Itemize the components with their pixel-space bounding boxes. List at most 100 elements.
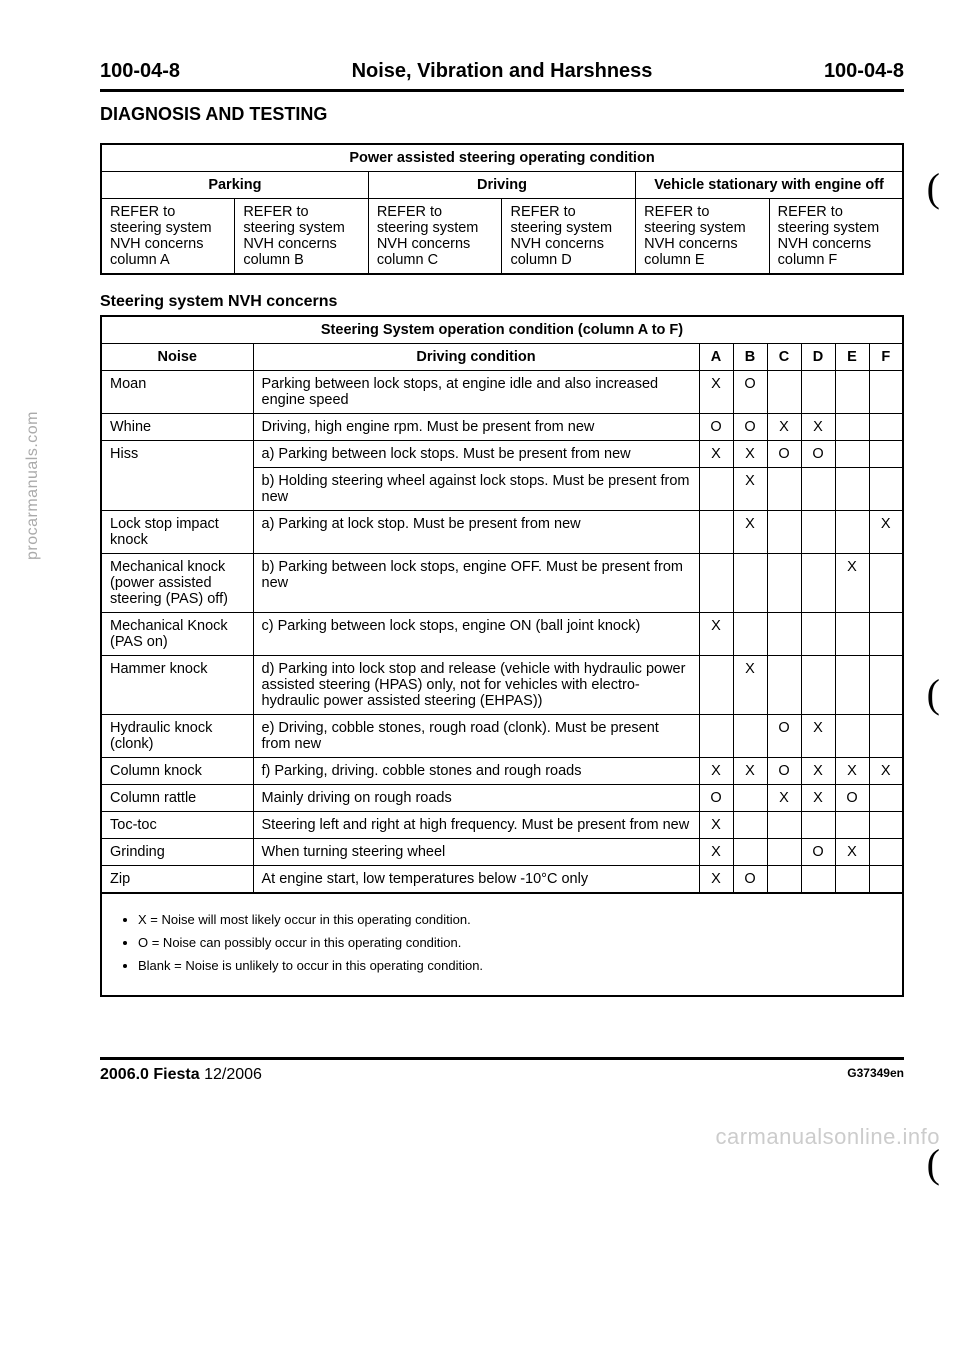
table2-col-c: C [767,344,801,371]
header-id-right: 100-04-8 [824,60,904,83]
table2-noise-cell: Hammer knock [101,656,253,715]
table2-mark-cell [835,511,869,554]
table2-mark-cell [835,866,869,894]
table2-cond-cell: f) Parking, driving. cobble stones and r… [253,758,699,785]
table2-cond-cell: b) Parking between lock stops, engine OF… [253,554,699,613]
table2-mark-cell [869,656,903,715]
table2-mark-cell [869,812,903,839]
table2-mark-cell [801,613,835,656]
table-row: Mechanical knock (power assisted steerin… [101,554,903,613]
table2-mark-cell [767,812,801,839]
table2-mark-cell [699,715,733,758]
table2-mark-cell [801,371,835,414]
table2-mark-cell: X [733,758,767,785]
table-row: ZipAt engine start, low temperatures bel… [101,866,903,894]
table2-col-d: D [801,344,835,371]
table-row: Hammer knockd) Parking into lock stop an… [101,656,903,715]
table2-noise-cell: Mechanical knock (power assisted steerin… [101,554,253,613]
table2-mark-cell: X [699,812,733,839]
table2-legend: X = Noise will most likely occur in this… [100,894,904,997]
table2-mark-cell [767,613,801,656]
table2-mark-cell: X [699,441,733,468]
table-row: Mechanical Knock (PAS on)c) Parking betw… [101,613,903,656]
table2-mark-cell: O [699,414,733,441]
table2-mark-cell [801,554,835,613]
section-title: DIAGNOSIS AND TESTING [100,104,904,125]
table2-col-noise: Noise [101,344,253,371]
table2-mark-cell: X [767,785,801,812]
table2-mark-cell [835,812,869,839]
footer-left-bold: 2006.0 Fiesta [100,1066,200,1083]
table2-mark-cell [767,511,801,554]
table2-mark-cell: X [835,758,869,785]
table2-cond-cell: Steering left and right at high frequenc… [253,812,699,839]
table2-mark-cell: X [733,441,767,468]
table2-mark-cell [869,613,903,656]
table2-mark-cell [733,554,767,613]
table-row: GrindingWhen turning steering wheelXOX [101,839,903,866]
table2-mark-cell [835,468,869,511]
table2-mark-cell [835,715,869,758]
table2-mark-cell: X [801,414,835,441]
paren-mark-icon: ( [927,670,940,717]
table2-cond-cell: e) Driving, cobble stones, rough road (c… [253,715,699,758]
table2-mark-cell [733,715,767,758]
table2-mark-cell [869,441,903,468]
table2-mark-cell [767,554,801,613]
table2-mark-cell: O [699,785,733,812]
table-row: Lock stop impact knocka) Parking at lock… [101,511,903,554]
table2-mark-cell: X [835,554,869,613]
table2-mark-cell [699,554,733,613]
table2-col-b: B [733,344,767,371]
table1-cell: REFER to steering system NVH concerns co… [101,199,235,275]
table2-cond-cell: d) Parking into lock stop and release (v… [253,656,699,715]
table2-mark-cell: X [801,715,835,758]
table2-mark-cell: X [699,866,733,894]
table2-mark-cell: X [767,414,801,441]
table1-cell: REFER to steering system NVH concerns co… [368,199,502,275]
table1-cell: REFER to steering system NVH concerns co… [502,199,636,275]
table2-mark-cell [869,715,903,758]
table2-mark-cell [767,656,801,715]
table-nvh-concerns: Steering System operation condition (col… [100,315,904,894]
table2-mark-cell [767,866,801,894]
header-title: Noise, Vibration and Harshness [352,60,653,83]
legend-item: Blank = Noise is unlikely to occur in th… [138,958,888,973]
side-watermark: procarmanuals.com [24,411,42,560]
table2-mark-cell: X [801,758,835,785]
footer-left-rest: 12/2006 [200,1066,262,1083]
table2-mark-cell [801,812,835,839]
page-footer: 2006.0 Fiesta 12/2006 G37349en [100,1060,904,1084]
table-row: Toc-tocSteering left and right at high f… [101,812,903,839]
table2-mark-cell: O [801,839,835,866]
table2-mark-cell [801,468,835,511]
legend-item: X = Noise will most likely occur in this… [138,912,888,927]
table2-noise-cell: Moan [101,371,253,414]
table2-noise-cell: Grinding [101,839,253,866]
table2-mark-cell [835,371,869,414]
table2-noise-cell: Hydraulic knock (clonk) [101,715,253,758]
table2-col-e: E [835,344,869,371]
table2-cond-cell: Mainly driving on rough roads [253,785,699,812]
table2-col-f: F [869,344,903,371]
table-steering-condition: Power assisted steering operating condit… [100,143,904,275]
footer-right: G37349en [847,1066,904,1084]
table2-mark-cell [835,414,869,441]
table1-cell: REFER to steering system NVH concerns co… [235,199,369,275]
table2-mark-cell [767,468,801,511]
table2-mark-cell [801,656,835,715]
table-row: Column knockf) Parking, driving. cobble … [101,758,903,785]
table2-mark-cell: O [835,785,869,812]
table2-cond-cell: b) Holding steering wheel against lock s… [253,468,699,511]
table2-mark-cell [835,613,869,656]
table2-mark-cell [767,371,801,414]
header-id-left: 100-04-8 [100,60,180,83]
table2-noise-cell: Toc-toc [101,812,253,839]
table2-mark-cell: X [699,839,733,866]
table2-cond-cell: c) Parking between lock stops, engine ON… [253,613,699,656]
table2-mark-cell: O [767,715,801,758]
table2-cond-cell: At engine start, low temperatures below … [253,866,699,894]
table1-caption: Power assisted steering operating condit… [101,144,903,172]
table2-noise-cell: Mechanical Knock (PAS on) [101,613,253,656]
table2-mark-cell [733,613,767,656]
